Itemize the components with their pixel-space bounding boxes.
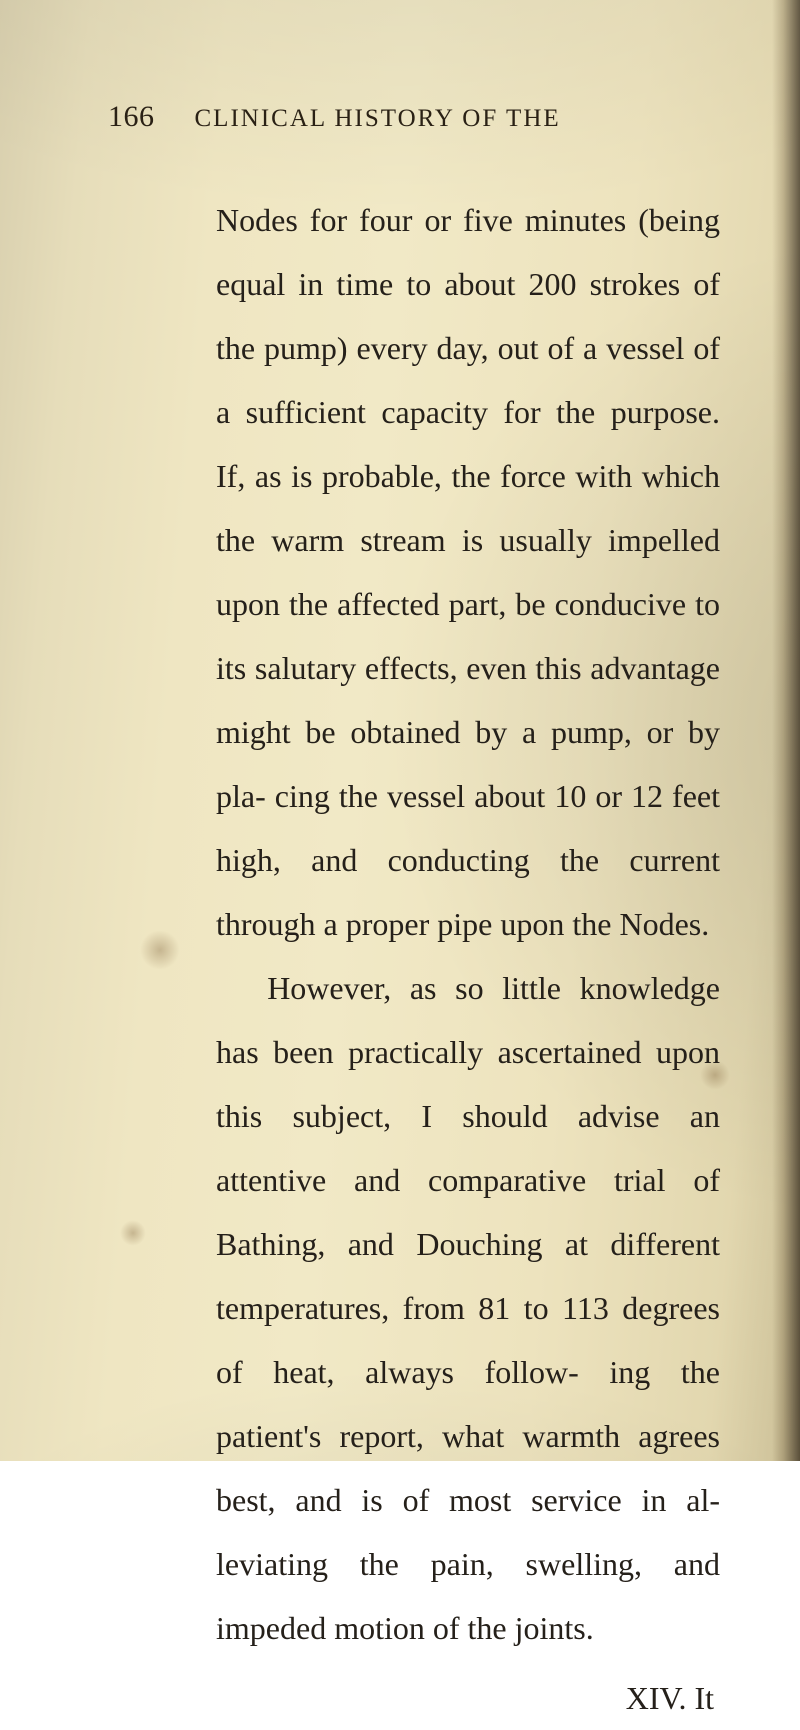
body-text: Nodes for four or five minutes (being eq… [216, 188, 720, 1730]
paragraph-1: Nodes for four or five minutes (being eq… [216, 188, 720, 956]
text-block: 166 CLINICAL HISTORY OF THE Nodes for fo… [108, 100, 720, 1730]
catchword: XIV. It [216, 1666, 720, 1730]
running-header: 166 CLINICAL HISTORY OF THE [108, 100, 720, 134]
paragraph-2: However, as so little knowledge has been… [216, 956, 720, 1660]
page-number: 166 [108, 100, 155, 134]
scanned-page: 166 CLINICAL HISTORY OF THE Nodes for fo… [0, 0, 800, 1461]
running-title: CLINICAL HISTORY OF THE [195, 105, 561, 133]
